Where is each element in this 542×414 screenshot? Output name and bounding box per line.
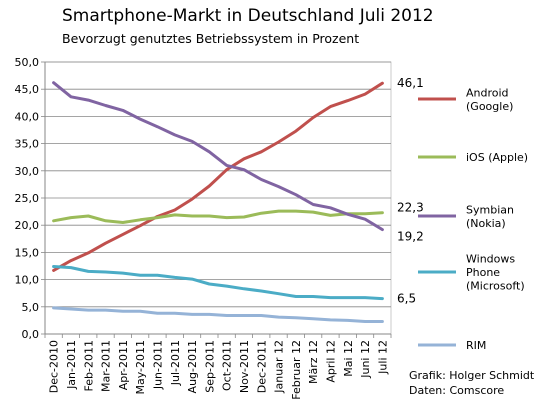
end-label-android-google: 46,1: [397, 76, 424, 90]
series-line-symbian-nokia: [52, 81, 384, 232]
legend-label-windows-phone-microsoft: Windows: [466, 253, 515, 266]
series-line-rim: [52, 306, 384, 323]
end-label-windows-phone-microsoft: 6,5: [397, 292, 416, 306]
y-tick-label: 5,0: [22, 301, 40, 314]
series-line-windows-phone-microsoft: [52, 265, 384, 301]
legend-label-windows-phone-microsoft: (Microsoft): [466, 280, 525, 293]
x-tick-label: Juni 12: [359, 340, 372, 379]
x-tick-label: April 12: [324, 340, 337, 383]
x-tick-label: Nov-2011: [238, 340, 251, 393]
x-tick-label: May-2011: [134, 340, 147, 395]
x-tick-label: Mar-2011: [100, 340, 113, 392]
legend-label-android-google: Android: [466, 86, 509, 99]
x-tick-label: Juli 12: [376, 340, 389, 375]
y-tick-label: 20,0: [15, 219, 40, 232]
y-axis-tick-labels: 0,0 5,0 10,0 15,0 20,0 25,0 30,0 35,0 40,0 45,0 50…: [15, 56, 40, 341]
credit-source: Daten: Comscore: [409, 384, 505, 397]
y-tick-label: 35,0: [15, 138, 40, 151]
legend: Android(Google) iOS (Apple) Symbian(Nokia)…: [418, 86, 528, 352]
x-tick-label: Mai 12: [342, 340, 355, 377]
grid: [41, 61, 391, 335]
end-labels: 46,1 22,3 19,2 6,5: [397, 76, 424, 305]
x-tick-label: Apr-2011: [117, 340, 130, 390]
y-tick-label: 25,0: [15, 192, 40, 205]
series-line-ios-apple: [52, 209, 384, 224]
axes: [44, 62, 392, 338]
legend-label-symbian-nokia: (Nokia): [466, 217, 506, 230]
y-tick-label: 30,0: [15, 165, 40, 178]
legend-label-symbian-nokia: Symbian: [466, 203, 514, 216]
x-tick-label: Feb-2011: [82, 340, 95, 391]
x-tick-label: Jul-2011: [169, 340, 182, 386]
chart-title: Smartphone-Markt in Deutschland Juli 201…: [62, 6, 434, 26]
legend-label-android-google: (Google): [466, 100, 513, 113]
x-tick-label: Februar 12: [290, 340, 303, 400]
credit-text: Grafik: Holger Schmidt Daten: Comscore: [409, 368, 534, 398]
y-tick-label: 15,0: [15, 246, 40, 259]
legend-label-windows-phone-microsoft: Phone: [466, 266, 500, 279]
y-tick-label: 50,0: [15, 56, 40, 69]
x-axis-tick-labels: Dec-2010 Jan-2011 Feb-2011 Mar-2011 Apr-2011…: [48, 340, 390, 400]
x-tick-label: Jun-2011: [151, 340, 164, 390]
series-line-android-google: [52, 81, 384, 272]
chart-subtitle: Bevorzugt genutztes Betriebssystem in Pr…: [62, 31, 360, 46]
x-tick-label: Dec-2011: [255, 340, 268, 393]
x-tick-label: Dec-2010: [48, 340, 61, 393]
x-tick-label: Oct-2011: [221, 340, 234, 391]
y-tick-label: 10,0: [15, 274, 40, 287]
x-tick-label: Jan-2011: [65, 340, 78, 390]
end-label-ios-apple: 22,3: [397, 201, 424, 215]
legend-label-ios-apple: iOS (Apple): [466, 151, 528, 164]
y-tick-label: 40,0: [15, 110, 40, 123]
y-tick-label: 0,0: [22, 328, 40, 341]
legend-label-rim: RIM: [466, 339, 486, 352]
series-lines: [52, 81, 384, 323]
y-tick-label: 45,0: [15, 83, 40, 96]
credit-author: Grafik: Holger Schmidt: [409, 369, 535, 382]
x-tick-label: Januar 12: [273, 340, 286, 394]
x-tick-label: Sep-2011: [203, 340, 216, 393]
end-label-symbian-nokia: 19,2: [397, 230, 424, 244]
x-tick-label: März 12: [307, 340, 320, 384]
x-tick-label: Aug-2011: [186, 340, 199, 393]
